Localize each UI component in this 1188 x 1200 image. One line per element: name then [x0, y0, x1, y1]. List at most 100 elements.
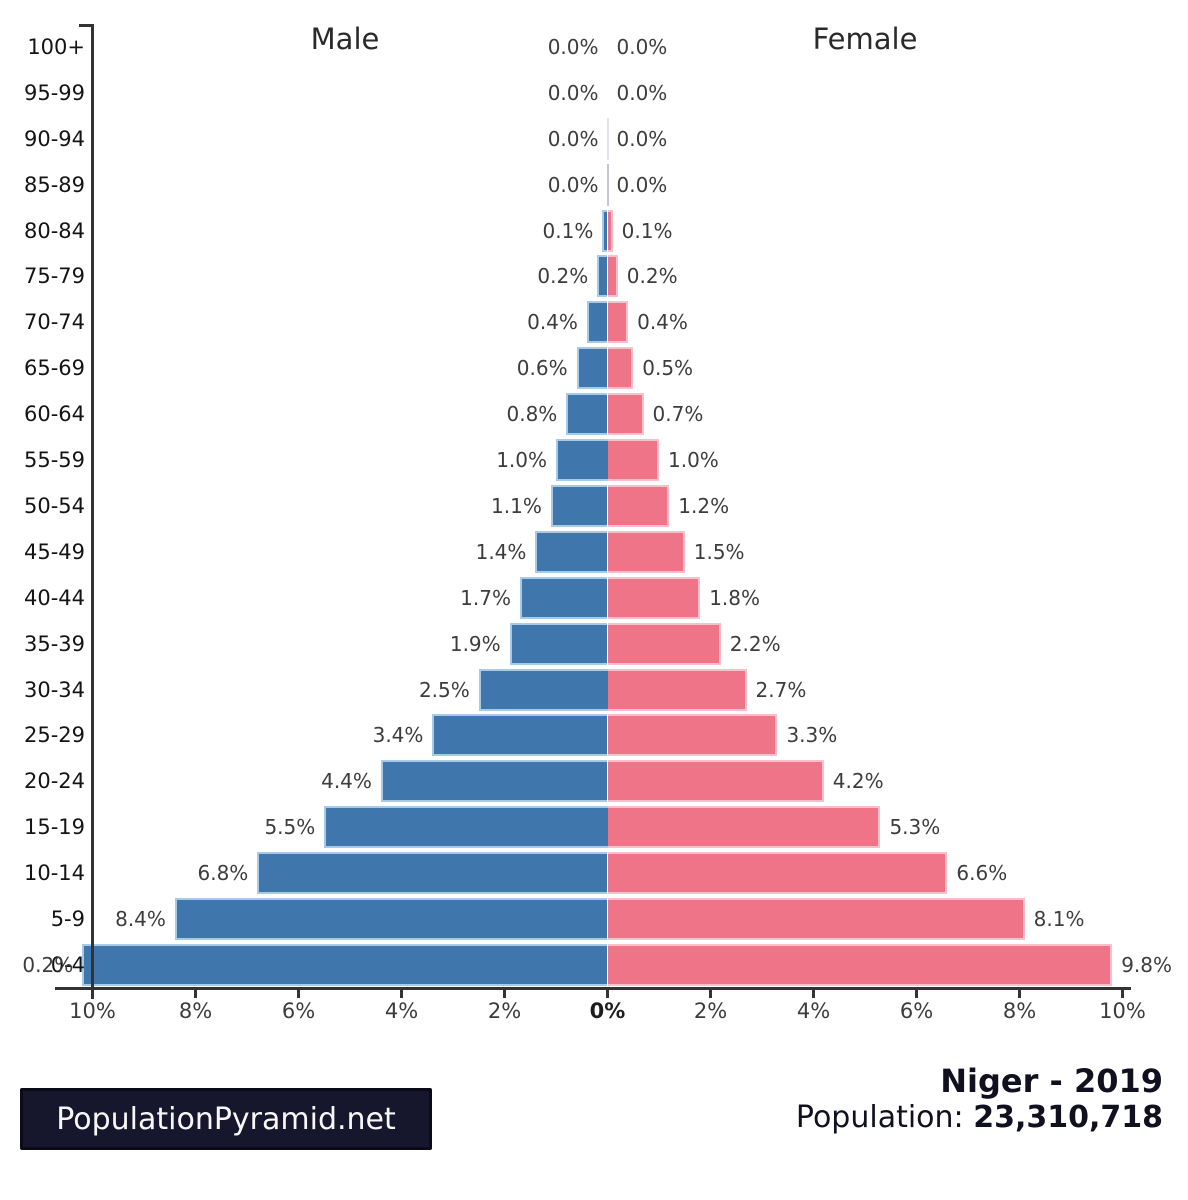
male-value-label: 0.2% — [22, 952, 74, 977]
female-bar — [607, 714, 778, 757]
female-bar — [607, 347, 634, 390]
female-bar — [607, 943, 1113, 986]
population-label: Population: — [795, 1100, 964, 1135]
age-label: 45-49 — [23, 539, 85, 564]
male-bar — [556, 439, 608, 482]
age-label: 95-99 — [23, 80, 85, 105]
logo-text: PopulationPyramid.net — [56, 1101, 396, 1137]
population-line: Population: 23,310,718 — [796, 1100, 1163, 1135]
male-value-label: 0.4% — [527, 310, 578, 335]
male-value-label: 4.4% — [321, 769, 372, 794]
male-value-label: 0.0% — [547, 126, 599, 151]
female-bar — [607, 898, 1025, 941]
female-value-label: 0.4% — [637, 310, 688, 335]
male-value-label: 1.0% — [496, 448, 547, 473]
x-tick-label: 2% — [693, 999, 728, 1023]
female-value-label: 3.3% — [786, 723, 838, 748]
male-bar — [432, 714, 608, 757]
x-tick-mark — [1121, 988, 1124, 998]
age-label: 30-34 — [23, 677, 85, 702]
female-bar — [607, 622, 721, 665]
male-bar — [257, 852, 608, 895]
male-value-label: 8.4% — [115, 907, 166, 932]
female-value-label: 0.0% — [616, 172, 668, 197]
x-tick-mark — [606, 988, 609, 998]
age-label: 40-44 — [23, 585, 85, 610]
female-value-label: 0.0% — [616, 126, 668, 151]
female-bar — [607, 530, 685, 573]
age-label: 100+ — [27, 34, 85, 59]
male-value-label: 0.0% — [547, 34, 599, 59]
female-value-label: 0.0% — [616, 80, 668, 105]
female-value-label: 1.2% — [678, 493, 730, 518]
female-bar — [607, 301, 629, 344]
age-label: 90-94 — [23, 126, 85, 151]
age-label: 65-69 — [23, 356, 85, 381]
age-label: 0-4 — [50, 952, 85, 977]
age-label: 10-14 — [23, 861, 85, 886]
male-bar — [550, 484, 608, 527]
male-bar — [519, 576, 608, 619]
age-label: 35-39 — [23, 631, 85, 656]
male-bar — [324, 806, 608, 849]
female-value-label: 0.2% — [626, 264, 678, 289]
x-tick-mark — [812, 988, 815, 998]
age-label: 55-59 — [23, 448, 85, 473]
age-label: 25-29 — [23, 723, 85, 748]
age-label: 20-24 — [23, 769, 85, 794]
x-tick-mark — [915, 988, 918, 998]
male-bar — [535, 530, 608, 573]
male-value-label: 6.8% — [197, 861, 249, 886]
female-value-label: 2.2% — [729, 631, 781, 656]
male-value-label: 0.1% — [542, 218, 594, 243]
female-value-label: 9.8% — [1121, 952, 1172, 977]
male-bar — [509, 622, 608, 665]
x-tick-mark — [91, 988, 94, 998]
populationpyramid-logo: PopulationPyramid.net — [20, 1088, 432, 1150]
female-bar — [607, 209, 613, 252]
male-value-label: 1.1% — [491, 493, 542, 518]
age-label: 50-54 — [23, 493, 85, 518]
female-value-label: 4.2% — [832, 769, 884, 794]
x-tick-label: 2% — [487, 999, 522, 1023]
age-label: 80-84 — [23, 218, 85, 243]
male-value-label: 0.0% — [547, 172, 599, 197]
x-tick-mark — [194, 988, 197, 998]
age-label: 70-74 — [23, 310, 85, 335]
y-axis-top-cap — [79, 24, 93, 27]
female-bar — [607, 393, 644, 436]
x-tick-mark — [400, 988, 403, 998]
male-bar — [380, 760, 608, 803]
female-title: Female — [812, 22, 918, 56]
x-tick-mark — [503, 988, 506, 998]
male-value-label: 0.6% — [516, 356, 568, 381]
x-tick-label: 8% — [178, 999, 213, 1023]
male-bar — [602, 209, 608, 252]
age-label: 60-64 — [23, 402, 85, 427]
chart-title: Niger - 2019 — [940, 1062, 1163, 1100]
age-label: 85-89 — [23, 172, 85, 197]
x-axis-line — [55, 987, 1131, 990]
male-value-label: 0.8% — [506, 402, 558, 427]
male-bar — [82, 943, 608, 986]
female-value-label: 1.0% — [668, 448, 719, 473]
female-value-label: 0.7% — [652, 402, 704, 427]
x-tick-label: 6% — [899, 999, 934, 1023]
y-axis-spine — [91, 24, 94, 999]
age-label: 15-19 — [23, 815, 85, 840]
female-bar — [607, 806, 881, 849]
x-tick-label: 4% — [384, 999, 419, 1023]
male-bar — [174, 898, 608, 941]
female-value-label: 1.5% — [693, 539, 745, 564]
male-bar — [566, 393, 608, 436]
female-bar — [607, 484, 670, 527]
female-value-label: 0.5% — [642, 356, 694, 381]
x-tick-mark — [1018, 988, 1021, 998]
x-tick-label: 6% — [281, 999, 316, 1023]
male-value-label: 5.5% — [264, 815, 316, 840]
female-value-label: 0.0% — [616, 34, 668, 59]
male-value-label: 3.4% — [372, 723, 424, 748]
pyramid-sliver — [606, 163, 609, 206]
age-label: 5-9 — [50, 907, 85, 932]
